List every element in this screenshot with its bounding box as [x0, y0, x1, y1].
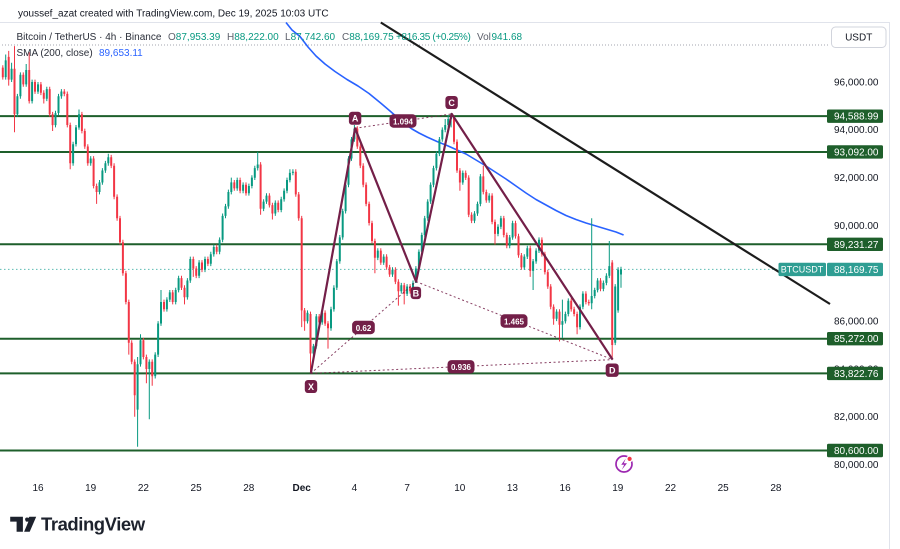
svg-text:13: 13 [507, 483, 519, 494]
svg-text:B: B [413, 288, 420, 298]
svg-text:85,272.00: 85,272.00 [834, 334, 879, 345]
svg-text:D: D [609, 366, 616, 376]
svg-text:H: H [227, 32, 234, 43]
svg-text:25: 25 [191, 483, 203, 494]
svg-text:TradingView: TradingView [41, 514, 146, 535]
svg-text:C: C [448, 98, 455, 108]
svg-text:80,000.00: 80,000.00 [834, 460, 879, 471]
svg-text:88,169.75: 88,169.75 [834, 265, 879, 276]
svg-text:82,000.00: 82,000.00 [834, 412, 879, 423]
svg-text:89,653.11: 89,653.11 [99, 48, 143, 59]
svg-text:87,742.60: 87,742.60 [291, 32, 336, 43]
svg-text:19: 19 [612, 483, 624, 494]
svg-text:O: O [168, 32, 176, 43]
svg-text:94,000.00: 94,000.00 [834, 125, 879, 136]
svg-text:86,000.00: 86,000.00 [834, 317, 879, 328]
svg-text:28: 28 [770, 483, 782, 494]
svg-text:7: 7 [404, 483, 410, 494]
svg-text:10: 10 [454, 483, 466, 494]
svg-text:X: X [308, 382, 314, 392]
svg-text:87,953.39: 87,953.39 [176, 32, 221, 43]
svg-text:16: 16 [560, 483, 572, 494]
svg-text:93,092.00: 93,092.00 [834, 147, 879, 158]
svg-text:96,000.00: 96,000.00 [834, 77, 879, 88]
svg-text:80,600.00: 80,600.00 [834, 446, 879, 457]
svg-text:BTCUSDT: BTCUSDT [781, 265, 824, 275]
svg-text:L: L [285, 32, 291, 43]
svg-text:89,231.27: 89,231.27 [834, 240, 879, 251]
svg-text:941.68: 941.68 [492, 32, 523, 43]
svg-text:92,000.00: 92,000.00 [834, 173, 879, 184]
svg-text:88,222.00: 88,222.00 [234, 32, 279, 43]
svg-text:USDT: USDT [845, 33, 872, 44]
svg-text:90,000.00: 90,000.00 [834, 221, 879, 232]
svg-text:25: 25 [718, 483, 730, 494]
svg-text:22: 22 [665, 483, 677, 494]
svg-text:1.094: 1.094 [393, 117, 414, 126]
svg-text:C: C [342, 32, 349, 43]
svg-text:SMA (200, close): SMA (200, close) [17, 48, 93, 59]
svg-text:28: 28 [243, 483, 255, 494]
svg-text:0.936: 0.936 [451, 363, 472, 372]
svg-text:youssef_azat created with Trad: youssef_azat created with TradingView.co… [18, 9, 329, 20]
svg-text:+816.35 (+0.25%): +816.35 (+0.25%) [396, 32, 470, 43]
svg-text:Dec: Dec [293, 483, 312, 494]
svg-text:Bitcoin / TetherUS · 4h · Bina: Bitcoin / TetherUS · 4h · Binance [17, 32, 162, 43]
svg-text:88,169.75: 88,169.75 [349, 32, 394, 43]
svg-text:16: 16 [32, 483, 44, 494]
svg-text:83,822.76: 83,822.76 [834, 369, 879, 380]
svg-text:19: 19 [85, 483, 97, 494]
svg-text:A: A [352, 114, 359, 124]
svg-text:22: 22 [138, 483, 150, 494]
svg-text:0.62: 0.62 [356, 324, 372, 333]
svg-text:Vol: Vol [477, 32, 491, 43]
svg-text:4: 4 [352, 483, 358, 494]
svg-text:94,588.99: 94,588.99 [834, 112, 879, 123]
svg-text:1.465: 1.465 [504, 317, 525, 326]
